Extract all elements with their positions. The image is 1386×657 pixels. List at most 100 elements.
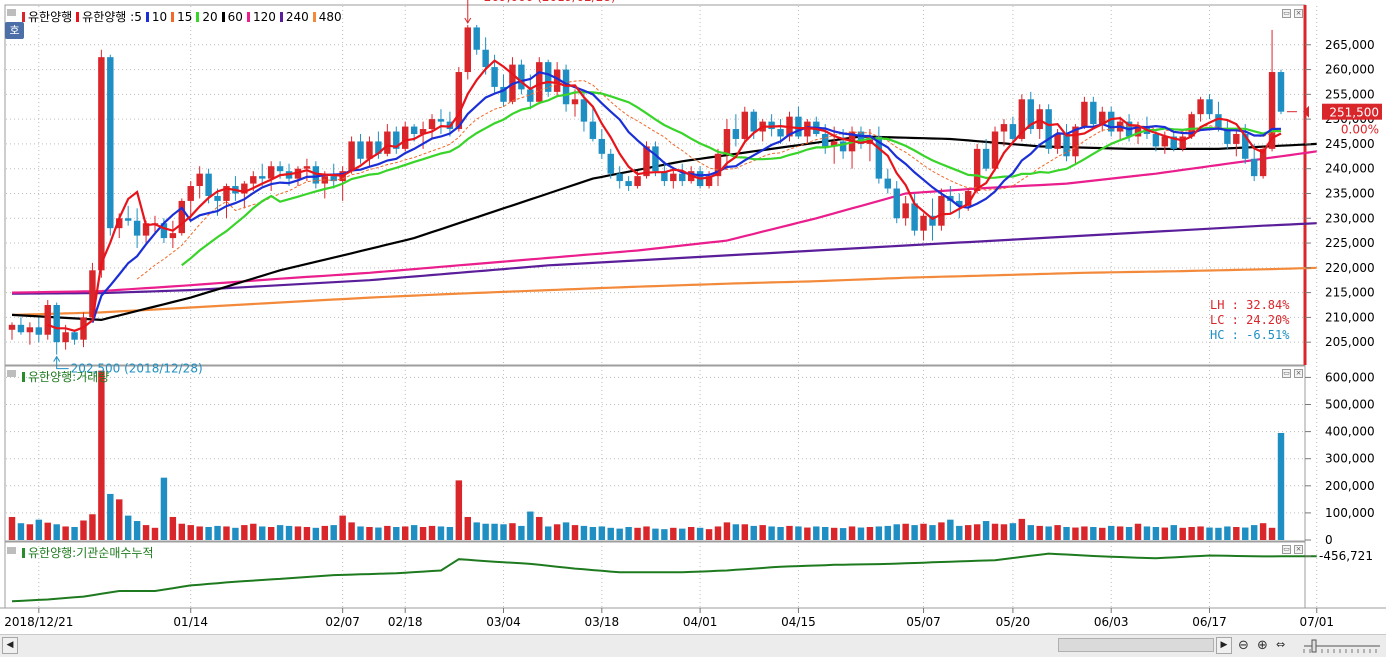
volume-bar <box>375 527 382 540</box>
high-arrow <box>464 17 472 24</box>
candle-body <box>822 134 829 147</box>
volume-restore-icon[interactable]: ▭ <box>1282 369 1291 378</box>
candle-body <box>661 171 668 182</box>
candle-body <box>1259 148 1267 177</box>
price-tick-label: 255,000 <box>1325 87 1375 101</box>
scroll-right-icon[interactable]: ▶ <box>1216 637 1232 654</box>
horizontal-scrollbar[interactable]: ◀ ▶ ⊖ ⊕ ⇔ <box>0 634 1386 657</box>
legend-item[interactable]: 유한양행 <box>22 8 72 25</box>
candle-body <box>169 233 177 239</box>
candle-body <box>1188 114 1195 137</box>
volume-bar <box>839 528 847 540</box>
price-tick-label: 210,000 <box>1325 310 1375 324</box>
ma-20-line <box>181 90 1281 267</box>
candle-body <box>178 200 186 234</box>
volume-bar <box>410 525 418 540</box>
net-restore-icon[interactable]: ▭ <box>1282 545 1291 554</box>
volume-bar <box>1242 527 1249 540</box>
panel-restore-icon[interactable]: ▭ <box>1282 9 1291 18</box>
candle-body <box>491 67 498 87</box>
candle-body <box>259 176 266 179</box>
legend-item[interactable]: 60 <box>221 10 243 24</box>
volume-bar <box>223 526 230 540</box>
date-tick-label: 04/15 <box>781 615 816 629</box>
volume-bar <box>938 522 945 540</box>
price-tick-label: 220,000 <box>1325 261 1375 275</box>
volume-bar <box>1250 525 1258 540</box>
quote-badge[interactable]: 호 <box>5 22 24 39</box>
zoom-out-icon[interactable]: ⊖ <box>1238 638 1249 653</box>
legend-item[interactable]: 240 <box>279 10 309 24</box>
legend-item[interactable]: 480 <box>312 10 342 24</box>
candle-body <box>965 191 972 206</box>
candle-body <box>366 141 373 159</box>
net-legend: 유한양행:기관순매수누적 <box>22 544 153 561</box>
price-tick-label: 235,000 <box>1325 186 1375 200</box>
panel-close-icon[interactable]: × <box>1294 9 1303 18</box>
price-tick-label: 260,000 <box>1325 63 1375 77</box>
candle-body <box>312 166 320 184</box>
volume-bar <box>53 524 60 540</box>
candle-body <box>384 131 391 154</box>
candle-body <box>89 270 96 318</box>
period-slider-icon[interactable] <box>1300 638 1382 654</box>
candle-body <box>205 173 212 196</box>
volume-bar <box>527 511 534 540</box>
volume-bar <box>26 524 34 540</box>
candle-body <box>589 121 597 139</box>
volume-bar <box>1018 518 1026 540</box>
candle-body <box>1000 124 1008 132</box>
legend-item[interactable]: 20 <box>196 10 218 24</box>
volume-bar <box>536 516 543 540</box>
volume-bar <box>1009 523 1017 540</box>
volume-bar <box>133 521 141 540</box>
panel-menu-icon[interactable] <box>7 9 16 16</box>
zoom-in-icon[interactable]: ⊕ <box>1257 638 1268 653</box>
candle-body <box>884 178 892 189</box>
candle-body <box>1045 109 1052 149</box>
candle-body <box>553 69 561 92</box>
volume-bar <box>196 526 203 540</box>
volume-tick-label: 100,000 <box>1325 506 1375 520</box>
legend-item[interactable]: 120 <box>246 10 276 24</box>
ma-120-line <box>11 150 1317 294</box>
legend-swatch <box>221 11 225 22</box>
zoom-range-icon[interactable]: ⇔ <box>1276 638 1286 651</box>
scroll-left-icon[interactable]: ◀ <box>2 637 18 654</box>
volume-bar <box>589 526 597 540</box>
volume-bar <box>616 528 623 540</box>
candle-body <box>500 86 507 102</box>
volume-bar <box>973 524 981 540</box>
volume-bar <box>1161 527 1169 540</box>
legend-swatch <box>145 11 149 22</box>
volume-bar <box>732 524 740 540</box>
low-marker <box>56 356 69 370</box>
main-legend: 유한양행 유한양행 :5 10 15 20 60 120 240 480 <box>22 8 346 25</box>
candle-body <box>437 119 445 122</box>
candle-body <box>1027 99 1034 130</box>
volume-bar <box>366 526 373 540</box>
legend-item[interactable]: 10 <box>145 10 167 24</box>
legend-item[interactable]: 유한양행 :5 <box>76 8 142 25</box>
net-close-icon[interactable]: × <box>1294 545 1303 554</box>
scroll-thumb[interactable] <box>1058 638 1214 652</box>
net-panel-menu-icon[interactable] <box>7 547 16 554</box>
volume-bar <box>920 523 927 540</box>
volume-bar <box>1072 527 1079 540</box>
volume-tick-label: 600,000 <box>1325 370 1375 384</box>
volume-bar <box>893 524 900 540</box>
candle-body <box>250 176 257 184</box>
volume-bar <box>214 525 221 540</box>
legend-item[interactable]: 15 <box>171 10 192 24</box>
volume-bar <box>884 525 892 540</box>
price-tick-label: 215,000 <box>1325 286 1375 300</box>
volume-bar <box>875 526 883 540</box>
candle-body <box>956 200 963 206</box>
volume-bar <box>965 525 972 540</box>
price-tick-label: 245,000 <box>1325 137 1375 151</box>
volume-close-icon[interactable]: × <box>1294 369 1303 378</box>
volume-bar <box>330 525 337 540</box>
volume-panel-menu-icon[interactable] <box>7 370 16 377</box>
